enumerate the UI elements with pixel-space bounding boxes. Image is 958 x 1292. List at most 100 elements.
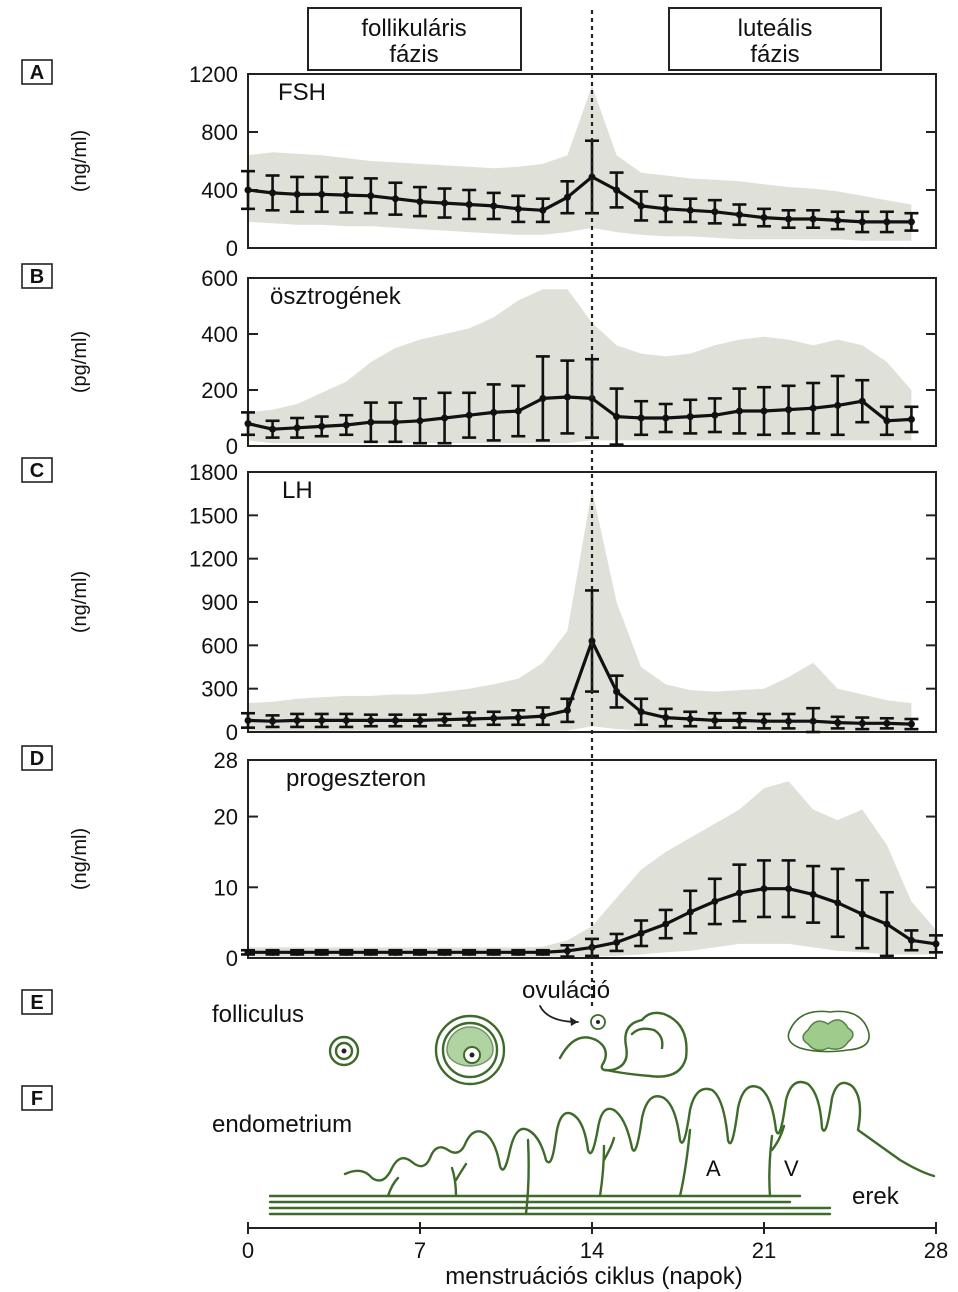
mean-point (588, 173, 596, 181)
panel-letter: B (30, 266, 44, 288)
panel-a-fsh: A 0 400 800 1200 (ng/ml) FSH (21, 59, 937, 261)
mean-point (367, 716, 375, 724)
mature-follicle-icon (434, 1014, 506, 1086)
mean-point (514, 714, 522, 722)
mean-point (858, 397, 866, 405)
mean-point (416, 417, 424, 425)
mean-point (711, 716, 719, 724)
mean-point (318, 948, 326, 956)
vessel-lines (268, 1194, 832, 1216)
y-tick-label: 0 (226, 434, 238, 459)
mean-point (490, 714, 498, 722)
mean-point (686, 413, 694, 421)
mean-point (932, 940, 940, 948)
mean-point (735, 211, 743, 219)
mean-point (637, 929, 645, 937)
panel-d-progesterone: D 0 10 20 28 (ng/ml) progeszteron (21, 745, 943, 971)
y-tick-label: 1200 (189, 62, 238, 87)
panel-e-letter: E (30, 992, 43, 1014)
mean-point (244, 420, 252, 428)
y-tick-label: 20 (214, 805, 238, 830)
mean-point (686, 206, 694, 214)
mean-point (342, 948, 350, 956)
vein-label: V (784, 1156, 799, 1181)
mean-point (293, 424, 301, 432)
mean-point (416, 198, 424, 206)
mean-point (662, 920, 670, 928)
y-tick-label: 1800 (189, 460, 238, 485)
mean-line (247, 175, 912, 224)
y-tick-label: 10 (214, 875, 238, 900)
mean-point (834, 719, 842, 727)
ovulation-label: ovuláció (522, 977, 610, 1004)
mean-point (293, 948, 301, 956)
mean-point (514, 407, 522, 415)
mean-point (514, 948, 522, 956)
follicular-phase-line1: follikuláris (361, 15, 466, 42)
y-tick-label: 400 (201, 178, 238, 203)
mean-point (465, 715, 473, 723)
mean-point (269, 189, 277, 197)
mean-point (834, 401, 842, 409)
mean-point (662, 205, 670, 213)
y-tick-label: 900 (201, 590, 238, 615)
panel-b-estrogens: B 0 200 400 600 (pg/ml) ösztrogének (21, 263, 937, 459)
y-axis-unit: (ng/ml) (69, 571, 91, 633)
mean-point (785, 885, 793, 893)
y-axis-unit: (ng/ml) (69, 130, 91, 192)
x-axis: 0 7 14 21 28 (242, 1222, 948, 1263)
mean-point (883, 218, 891, 226)
mean-point (785, 215, 793, 223)
mean-point (490, 202, 498, 210)
y-tick-label: 1200 (189, 547, 238, 572)
panel-letter-box (21, 745, 53, 771)
mean-point (809, 404, 817, 412)
y-tick-label: 0 (226, 946, 238, 971)
mean-point (318, 716, 326, 724)
y-axis-unit: (pg/ml) (69, 331, 91, 393)
mean-point (539, 712, 547, 720)
mean-point (367, 418, 375, 426)
panel-letter-box (21, 457, 53, 483)
mean-point (907, 415, 915, 423)
y-tick-label: 200 (201, 378, 238, 403)
mean-point (563, 706, 571, 714)
mean-point (662, 414, 670, 422)
mean-point (514, 205, 522, 213)
ovulation-arrow-icon (539, 1005, 606, 1030)
mean-point (244, 186, 252, 194)
mean-point (318, 422, 326, 430)
y-tick-label: 28 (214, 748, 238, 773)
mean-point (711, 208, 719, 216)
mean-point (858, 910, 866, 918)
panel-f-endometrium: F endometrium erek A V (21, 1080, 936, 1216)
mean-point (883, 719, 891, 727)
range-band (248, 289, 912, 444)
panel-letter: D (30, 748, 44, 770)
panel-f-letter: F (31, 1088, 43, 1110)
mean-point (686, 908, 694, 916)
mean-point (342, 421, 350, 429)
y-tick-label: 300 (201, 677, 238, 702)
mean-point (907, 218, 915, 226)
mean-point (662, 714, 670, 722)
small-follicle-icon (328, 1035, 360, 1067)
mean-point (563, 193, 571, 201)
mean-point (834, 899, 842, 907)
endometrium-label: endometrium (212, 1111, 352, 1138)
mean-point (809, 215, 817, 223)
mean-point (711, 897, 719, 905)
ruptured-follicle-icon (558, 1011, 688, 1078)
follicular-phase-box: follikuláris fázis (307, 7, 522, 71)
mean-point (637, 708, 645, 716)
mean-point (858, 218, 866, 226)
mean-point (342, 191, 350, 199)
series-title: LH (282, 477, 313, 504)
mean-point (441, 414, 449, 422)
series-title: FSH (278, 79, 326, 106)
follicle-label: folliculus (212, 1001, 304, 1028)
panel-letter: C (30, 460, 44, 482)
series-title: progeszteron (286, 765, 426, 792)
mean-point (613, 186, 621, 194)
mean-point (490, 408, 498, 416)
